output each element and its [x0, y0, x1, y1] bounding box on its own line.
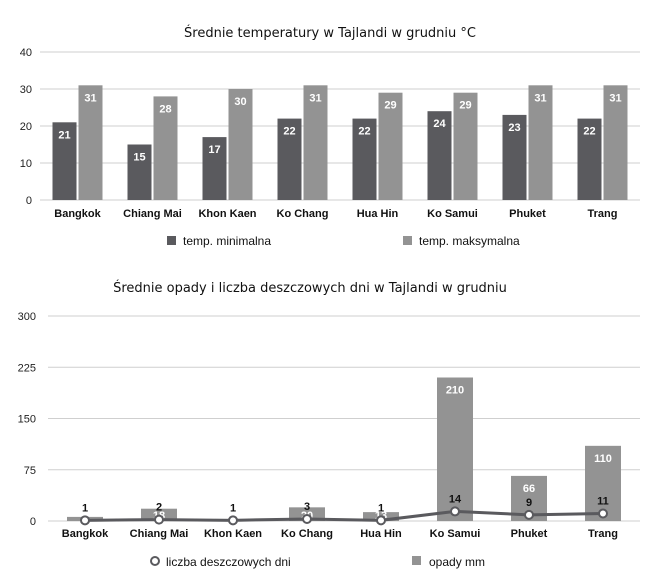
x-tick-label: Phuket [511, 528, 548, 540]
legend-marker-liczba-deszczowych-dni [150, 556, 160, 566]
bar-temp-minimalna-phuket [502, 114, 527, 200]
data-label: 66 [523, 483, 535, 495]
bar-opady-mm-trang [585, 445, 621, 521]
y-tick-label: 20 [20, 121, 32, 133]
bar-temp-minimalna-trang [577, 118, 602, 200]
x-tick-label: Chiang Mai [130, 528, 189, 540]
bar-temp-maksymalna-chiang-mai [153, 96, 178, 200]
bar-temp-maksymalna-hua-hin [378, 92, 403, 200]
chart1-title: Średnie temperatury w Tajlandi w grudniu… [184, 25, 476, 41]
x-tick-label: Ko Chang [281, 528, 333, 540]
data-label: 17 [208, 144, 220, 156]
rainfall-chart: 0751502253006Bangkok18Chiang Mai3Khon Ka… [18, 311, 640, 540]
bar-opady-mm-ko-samui [437, 377, 473, 521]
bar-temp-minimalna-hua-hin [352, 118, 377, 200]
bar-temp-maksymalna-bangkok [78, 85, 103, 200]
bar-temp-minimalna-khon-kaen [202, 137, 227, 200]
point-liczba-deszczowych-dni [80, 515, 90, 526]
bar-temp-minimalna-chiang-mai [127, 144, 152, 200]
bar-temp-maksymalna-trang [603, 85, 628, 200]
point-liczba-deszczowych-dni [228, 515, 238, 526]
point-liczba-deszczowych-dni [302, 513, 312, 524]
x-tick-label: Trang [588, 528, 618, 540]
data-label: 30 [234, 96, 246, 108]
bar-temp-minimalna-bangkok [52, 122, 77, 200]
legend-swatch-opady-mm [412, 556, 421, 565]
data-label: 2 [156, 502, 162, 514]
temperature-legend: temp. minimalna temp. maksymalna [167, 234, 520, 248]
data-label: 31 [309, 92, 321, 104]
x-tick-label: Chiang Mai [123, 208, 182, 220]
y-tick-label: 10 [20, 158, 32, 170]
data-label: 22 [583, 126, 595, 138]
data-label: 28 [159, 103, 171, 115]
legend-swatch-temp-maksymalna [403, 236, 412, 245]
y-tick-label: 150 [18, 414, 36, 426]
data-label: 31 [534, 92, 546, 104]
x-tick-label: Hua Hin [360, 528, 402, 540]
temperature-chart: 0 10 20 30 40 21 31 Bangkok 15 28 Chiang Mai 17 30 Kh… [20, 47, 640, 220]
x-tick-label: Ko Chang [277, 208, 329, 220]
x-tick-label: Trang [588, 208, 618, 220]
data-label: 22 [283, 126, 295, 138]
x-tick-label: Khon Kaen [204, 528, 262, 540]
data-label: 1 [230, 502, 236, 514]
legend-label: liczba deszczowych dni [166, 555, 291, 569]
y-tick-label: 40 [20, 47, 32, 59]
x-tick-label: Ko Samui [427, 208, 478, 220]
x-tick-label: Phuket [509, 208, 546, 220]
data-label: 1 [378, 502, 384, 514]
y-tick-label: 225 [18, 362, 36, 374]
bar-temp-maksymalna-phuket [528, 85, 553, 200]
rainfall-legend: liczba deszczowych dni opady mm [150, 555, 485, 569]
y-tick-label: 75 [24, 465, 36, 477]
y-tick-label: 300 [18, 311, 36, 323]
data-label: 31 [84, 92, 96, 104]
bar-temp-minimalna-ko-samui [427, 111, 452, 200]
data-label: 29 [459, 100, 471, 112]
x-tick-label: Hua Hin [357, 208, 399, 220]
bar-temp-maksymalna-ko-chang [303, 85, 328, 200]
data-label: 15 [133, 152, 145, 164]
legend-label: temp. maksymalna [419, 234, 520, 248]
bar-temp-maksymalna-khon-kaen [228, 89, 253, 200]
data-label: 110 [594, 453, 612, 465]
y-tick-label: 30 [20, 84, 32, 96]
data-label: 9 [526, 497, 532, 509]
data-label: 11 [597, 495, 609, 507]
x-tick-label: Bangkok [62, 528, 109, 540]
point-liczba-deszczowych-dni [376, 515, 386, 526]
y-tick-label: 0 [26, 195, 32, 207]
line-liczba-deszczowych-dni [84, 509, 604, 522]
x-tick-label: Bangkok [54, 208, 101, 220]
chart2-title: Średnie opady i liczba deszczowych dni w… [113, 280, 507, 296]
point-liczba-deszczowych-dni [450, 506, 460, 517]
data-label: 29 [384, 100, 396, 112]
data-label: 23 [508, 122, 520, 134]
point-liczba-deszczowych-dni [524, 509, 534, 520]
y-tick-label: 0 [30, 516, 36, 528]
legend-label: opady mm [429, 555, 485, 569]
x-tick-label: Ko Samui [430, 528, 481, 540]
data-label: 22 [358, 126, 370, 138]
data-label: 14 [449, 493, 462, 505]
data-label: 31 [609, 92, 621, 104]
data-label: 24 [433, 118, 446, 130]
point-liczba-deszczowych-dni [154, 514, 164, 525]
data-label: 210 [446, 385, 464, 397]
data-label: 3 [304, 501, 310, 513]
bar-temp-minimalna-ko-chang [277, 118, 302, 200]
data-label: 1 [82, 502, 88, 514]
legend-swatch-temp-minimalna [167, 236, 176, 245]
point-liczba-deszczowych-dni [598, 508, 608, 519]
x-tick-label: Khon Kaen [198, 208, 256, 220]
bar-temp-maksymalna-ko-samui [453, 92, 478, 200]
legend-label: temp. minimalna [183, 234, 271, 248]
data-label: 21 [58, 129, 70, 141]
